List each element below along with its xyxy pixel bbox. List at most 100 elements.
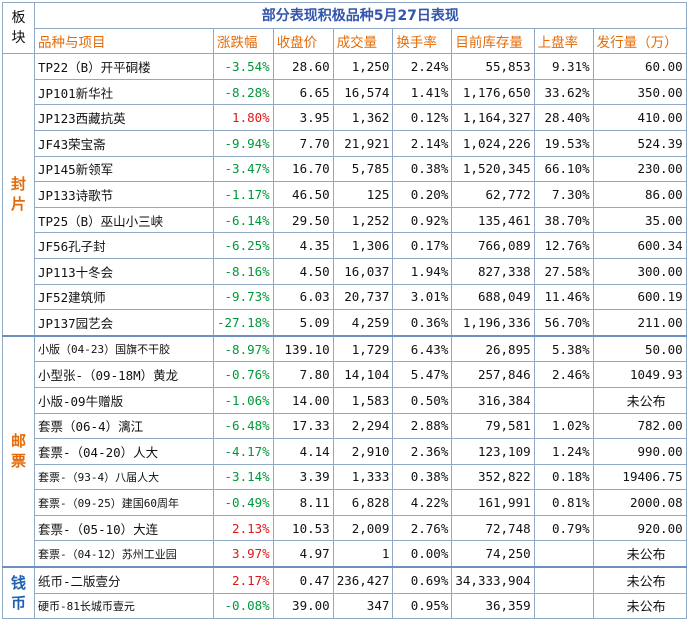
- volume-cell: 1,333: [332, 463, 394, 491]
- stock-cell: 316,384: [451, 386, 535, 414]
- table-row: TP25（B）巫山小三峡 -6.14% 29.50 1,252 0.92% 135,461…: [3, 206, 687, 234]
- volume-cell: 14,104: [332, 361, 394, 388]
- rate-cell: 0.18%: [533, 463, 594, 491]
- close-cell: 139.10: [272, 334, 334, 363]
- change-cell: -8.28%: [213, 78, 274, 106]
- change-cell: -3.54%: [213, 53, 274, 80]
- item-name: TP25（B）巫山小三峡: [34, 206, 214, 234]
- stock-cell: 36,359: [451, 592, 535, 620]
- close-cell: 46.50: [272, 181, 334, 208]
- turnover-cell: 0.12%: [392, 104, 453, 131]
- plate-group-cell: 封片: [2, 53, 35, 337]
- change-cell: 2.17%: [213, 566, 274, 594]
- col-header-rate: 上盘率: [533, 27, 594, 55]
- item-name: JP123西藏抗英: [34, 104, 214, 131]
- issue-cell: 未公布: [592, 566, 687, 594]
- item-name: JP101新华社: [34, 78, 214, 106]
- issue-cell: 350.00: [592, 78, 687, 106]
- stock-cell: 62,772: [451, 181, 535, 208]
- change-cell: -3.47%: [213, 155, 274, 183]
- issue-cell: 50.00: [592, 334, 687, 363]
- close-cell: 3.95: [272, 104, 334, 131]
- volume-cell: 125: [332, 181, 394, 208]
- volume-cell: 16,037: [332, 257, 394, 285]
- stock-cell: 1,024,226: [451, 129, 535, 157]
- item-name: 套票（06-4）漓江: [34, 412, 214, 440]
- close-cell: 10.53: [272, 514, 334, 542]
- issue-cell: 19406.75: [592, 463, 687, 491]
- volume-cell: 4,259: [332, 309, 394, 337]
- table-row: JP123西藏抗英 1.80% 3.95 1,362 0.12% 1,164,327 28.…: [3, 104, 687, 131]
- table-row: 套票-（09-25）建国60周年 -0.49% 8.11 6,828 4.22% 161,…: [3, 489, 687, 516]
- change-cell: -9.73%: [213, 283, 274, 311]
- turnover-cell: 0.38%: [392, 463, 453, 491]
- stock-cell: 1,196,336: [451, 309, 535, 337]
- table-row: 硬币-81长城币壹元 -0.08% 39.00 347 0.95% 36,359 未公布: [3, 592, 687, 620]
- title-row: 板块 部分表现积极品种5月27日表现: [2, 1, 687, 55]
- rate-cell: 33.62%: [533, 78, 594, 106]
- change-cell: -0.49%: [213, 489, 274, 516]
- volume-cell: 1,250: [332, 53, 394, 80]
- item-name: 小版（04-23）国旗不干胶: [34, 334, 214, 363]
- change-cell: -6.48%: [213, 412, 274, 440]
- rate-cell: 7.30%: [533, 181, 594, 208]
- col-header-item: 品种与项目: [34, 27, 214, 55]
- rate-cell: 38.70%: [533, 206, 594, 234]
- volume-cell: 1,362: [332, 104, 394, 131]
- turnover-cell: 2.76%: [392, 514, 453, 542]
- market-table-sheet: 板块 部分表现积极品种5月27日表现 品种与项目 涨跌幅 收盘价 成交量 换手率…: [2, 1, 687, 620]
- stock-cell: 257,846: [451, 361, 535, 388]
- close-cell: 16.70: [272, 155, 334, 183]
- close-cell: 0.47: [272, 566, 334, 594]
- turnover-cell: 6.43%: [392, 334, 453, 363]
- change-cell: -4.17%: [213, 438, 274, 465]
- close-cell: 6.65: [272, 78, 334, 106]
- issue-cell: 35.00: [592, 206, 687, 234]
- turnover-cell: 0.17%: [392, 232, 453, 259]
- stock-cell: 161,991: [451, 489, 535, 516]
- turnover-cell: 0.20%: [392, 181, 453, 208]
- item-name: 套票-（05-10）大连: [34, 514, 214, 542]
- issue-cell: 未公布: [592, 386, 687, 414]
- item-name: 小版-09牛赠版: [34, 386, 214, 414]
- stock-cell: 55,853: [451, 53, 535, 80]
- issue-cell: 410.00: [592, 104, 687, 131]
- item-name: JF52建筑师: [34, 283, 214, 311]
- rate-cell: 1.24%: [533, 438, 594, 465]
- turnover-cell: 0.50%: [392, 386, 453, 414]
- volume-cell: 5,785: [332, 155, 394, 183]
- stock-cell: 1,164,327: [451, 104, 535, 131]
- stock-cell: 688,049: [451, 283, 535, 311]
- item-name: 套票-（09-25）建国60周年: [34, 489, 214, 516]
- close-cell: 6.03: [272, 283, 334, 311]
- table-row: 套票-（04-12）苏州工业园 3.97% 4.97 1 0.00% 74,250 未公布: [3, 540, 687, 568]
- turnover-cell: 3.01%: [392, 283, 453, 311]
- table-row: JF43荣宝斋 -9.94% 7.70 21,921 2.14% 1,024,226 19.…: [3, 129, 687, 157]
- close-cell: 17.33: [272, 412, 334, 440]
- close-cell: 4.14: [272, 438, 334, 465]
- change-cell: 2.13%: [213, 514, 274, 542]
- close-cell: 4.50: [272, 257, 334, 285]
- issue-cell: 920.00: [592, 514, 687, 542]
- table-row: 邮票 小版（04-23）国旗不干胶 -8.97% 139.10 1,729 6.43% 26…: [2, 334, 687, 568]
- col-header-turnover: 换手率: [392, 27, 453, 55]
- change-cell: -1.17%: [213, 181, 274, 208]
- stock-cell: 766,089: [451, 232, 535, 259]
- stock-cell: 135,461: [451, 206, 535, 234]
- issue-cell: 524.39: [592, 129, 687, 157]
- rate-cell: 66.10%: [533, 155, 594, 183]
- volume-cell: 2,910: [332, 438, 394, 465]
- volume-cell: 6,828: [332, 489, 394, 516]
- change-cell: -6.25%: [213, 232, 274, 259]
- table-row: 套票（06-4）漓江 -6.48% 17.33 2,294 2.88% 79,581 1.0…: [3, 412, 687, 440]
- stock-cell: 72,748: [451, 514, 535, 542]
- item-name: 硬币-81长城币壹元: [34, 592, 214, 620]
- col-header-volume: 成交量: [332, 27, 394, 55]
- change-cell: -8.97%: [213, 334, 274, 363]
- stock-cell: 79,581: [451, 412, 535, 440]
- table-row: JP145新领军 -3.47% 16.70 5,785 0.38% 1,520,345 66…: [3, 155, 687, 183]
- stock-cell: 34,333,904: [451, 566, 535, 594]
- volume-cell: 1,252: [332, 206, 394, 234]
- stock-cell: 352,822: [451, 463, 535, 491]
- item-name: 小型张-（09-18M）黄龙: [34, 361, 214, 388]
